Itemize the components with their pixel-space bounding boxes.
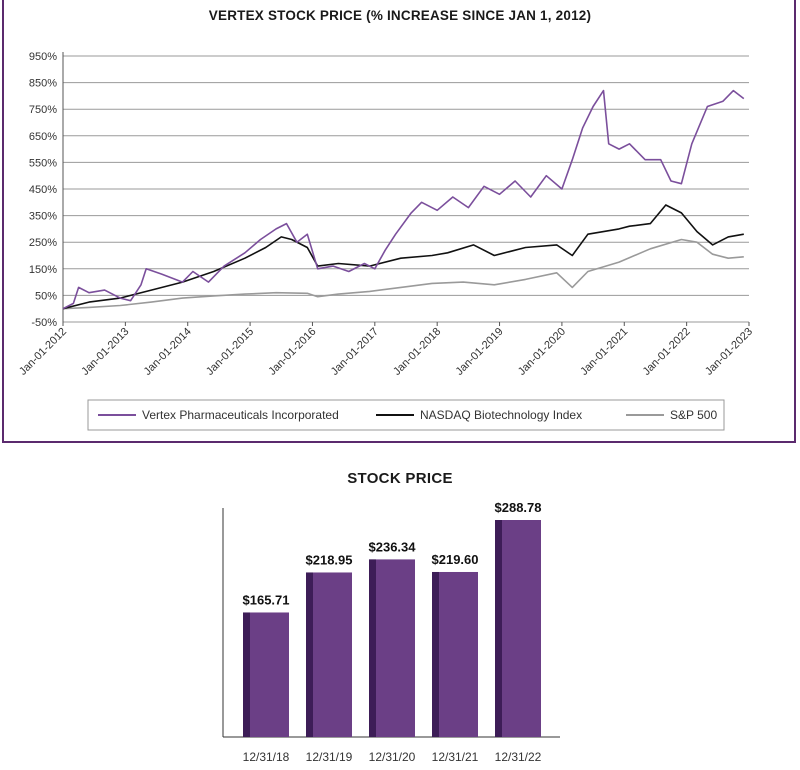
bar-value-label: $288.78 xyxy=(495,500,542,515)
legend-label: NASDAQ Biotechnology Index xyxy=(420,408,582,422)
y-tick-label: 50% xyxy=(35,290,57,302)
line-chart-panel xyxy=(2,0,796,443)
bar-category-label: 12/31/20 xyxy=(369,750,416,764)
bar-edge xyxy=(369,559,376,737)
y-tick-label: 150% xyxy=(29,264,57,276)
bar xyxy=(432,571,478,737)
bar-category-label: 12/31/21 xyxy=(432,750,479,764)
bar xyxy=(243,612,289,737)
y-tick-label: 850% xyxy=(29,78,57,90)
y-tick-label: 450% xyxy=(29,184,57,196)
bar-edge xyxy=(306,572,313,737)
bar-value-label: $218.95 xyxy=(306,552,353,567)
line-chart-title: VERTEX STOCK PRICE (% INCREASE SINCE JAN… xyxy=(208,8,592,23)
y-tick-label: 750% xyxy=(29,104,57,116)
y-tick-label: 950% xyxy=(29,51,57,63)
bar-edge xyxy=(243,612,250,737)
legend-box xyxy=(87,399,725,431)
series-line-1 xyxy=(62,204,744,310)
bar-value-label: $236.34 xyxy=(369,539,417,554)
bar-category-label: 12/31/22 xyxy=(495,750,542,764)
y-tick-label: 350% xyxy=(29,211,57,223)
bar-edge xyxy=(432,571,439,737)
bar xyxy=(306,572,352,737)
series-line-0 xyxy=(62,89,745,310)
y-tick-label: 550% xyxy=(29,157,57,169)
bar-edge xyxy=(495,520,502,737)
line-chart: -50% 50% 150% 250% 350% 450% 550% 650% 750% 850% 9… xyxy=(17,51,755,431)
y-tick-label: -50% xyxy=(31,317,57,329)
bar-chart-title: STOCK PRICE xyxy=(347,470,453,487)
bar-category-label: 12/31/19 xyxy=(306,750,353,764)
bar xyxy=(369,559,415,737)
series-line-2 xyxy=(62,238,744,310)
y-tick-label: 250% xyxy=(29,237,57,249)
bar-category-label: 12/31/18 xyxy=(243,750,290,764)
bar-value-label: $165.71 xyxy=(243,592,290,607)
legend-label: S&P 500 xyxy=(670,408,717,422)
y-tick-label: 650% xyxy=(29,131,57,143)
bar xyxy=(495,520,541,737)
legend-label: Vertex Pharmaceuticals Incorporated xyxy=(142,408,339,422)
bar-value-label: $219.60 xyxy=(432,552,479,567)
